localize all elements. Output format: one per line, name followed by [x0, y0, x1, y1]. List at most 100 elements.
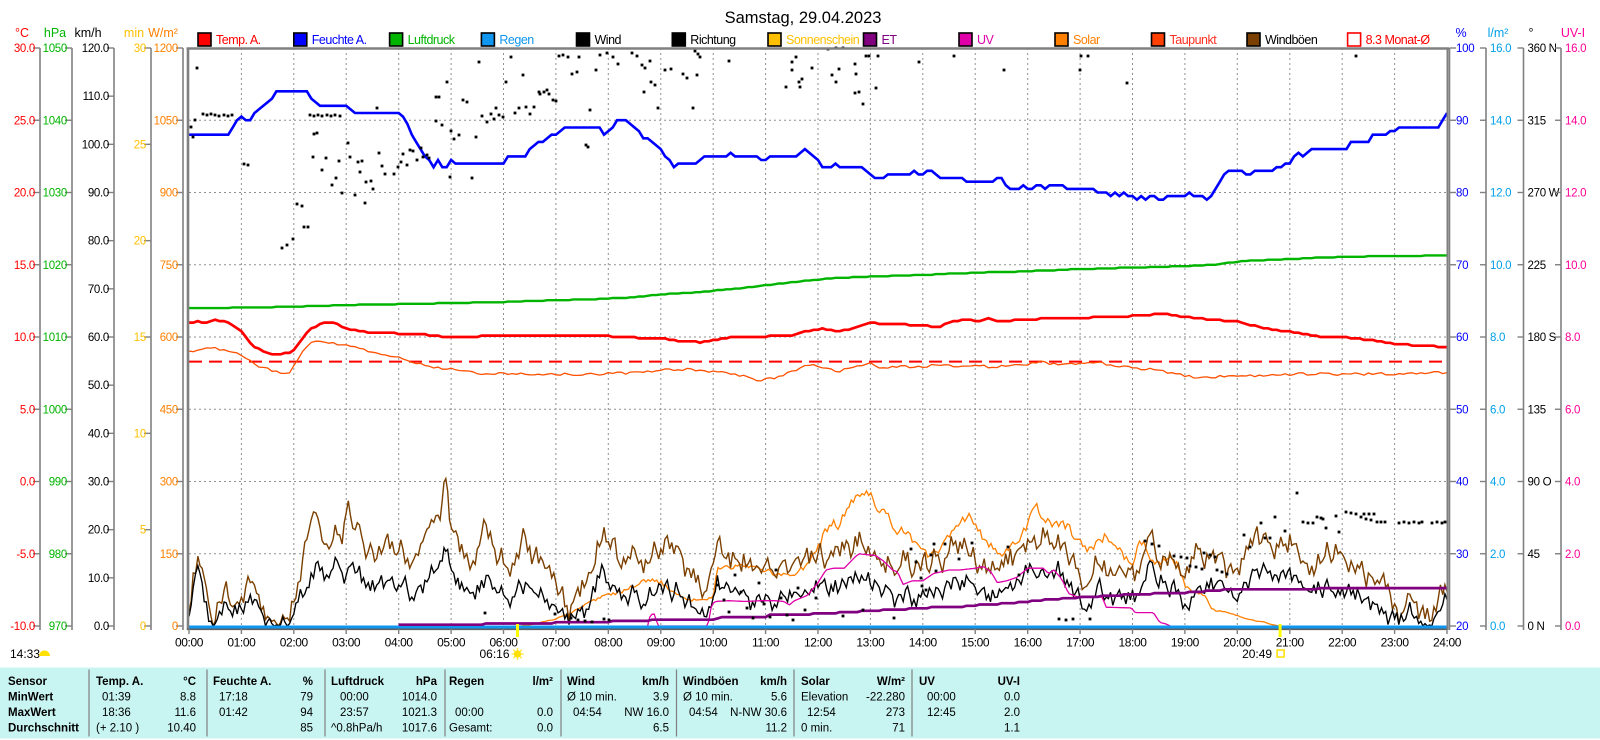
- svg-text:20.0: 20.0: [14, 188, 35, 200]
- svg-text:10.0: 10.0: [1490, 260, 1511, 272]
- svg-text:10.0: 10.0: [14, 332, 35, 344]
- svg-text:Wind: Wind: [567, 676, 595, 688]
- svg-text:15.0: 15.0: [14, 260, 35, 272]
- svg-text:360 N: 360 N: [1528, 43, 1557, 55]
- svg-text:00:00: 00:00: [340, 692, 369, 704]
- svg-text:02:00: 02:00: [280, 636, 309, 650]
- svg-text:180 S: 180 S: [1528, 332, 1557, 344]
- svg-text:°: °: [1529, 26, 1534, 40]
- svg-text:-22.280: -22.280: [866, 692, 905, 704]
- svg-text:20:00: 20:00: [1223, 636, 1252, 650]
- svg-text:01:39: 01:39: [102, 692, 131, 704]
- svg-text:0 min.: 0 min.: [801, 723, 832, 735]
- svg-text:1040: 1040: [43, 115, 67, 127]
- svg-text:6.0: 6.0: [1565, 404, 1580, 416]
- svg-text:20: 20: [134, 236, 146, 248]
- svg-text:Durchschnitt: Durchschnitt: [8, 723, 79, 735]
- svg-text:Ø 10 min.: Ø 10 min.: [683, 692, 733, 704]
- svg-text:^0.8hPa/h: ^0.8hPa/h: [331, 723, 382, 735]
- svg-text:13:00: 13:00: [856, 636, 885, 650]
- svg-text:23:57: 23:57: [340, 707, 369, 719]
- svg-text:30: 30: [134, 43, 146, 55]
- svg-text:Wind: Wind: [595, 33, 622, 47]
- svg-text:30.0: 30.0: [14, 43, 35, 55]
- svg-text:1.1: 1.1: [1004, 723, 1020, 735]
- svg-text:11.2: 11.2: [765, 723, 787, 735]
- svg-text:40.0: 40.0: [88, 428, 109, 440]
- svg-text:Elevation: Elevation: [801, 692, 848, 704]
- svg-text:00:00: 00:00: [455, 707, 484, 719]
- svg-text:12:00: 12:00: [804, 636, 833, 650]
- svg-text:30.0: 30.0: [88, 477, 109, 489]
- svg-text:0.0: 0.0: [94, 621, 109, 633]
- svg-text:1014.0: 1014.0: [402, 692, 437, 704]
- svg-text:150: 150: [160, 549, 178, 561]
- svg-text:70.0: 70.0: [88, 284, 109, 296]
- svg-text:%: %: [1455, 26, 1466, 40]
- svg-text:0 N: 0 N: [1528, 621, 1545, 633]
- svg-text:1000: 1000: [43, 404, 67, 416]
- svg-text:10:00: 10:00: [699, 636, 728, 650]
- svg-text:hPa: hPa: [44, 26, 66, 40]
- svg-text:UV: UV: [919, 676, 935, 688]
- svg-text:0: 0: [140, 621, 146, 633]
- svg-text:UV-I: UV-I: [1561, 26, 1585, 40]
- svg-text:03:00: 03:00: [332, 636, 361, 650]
- svg-text:94: 94: [300, 707, 313, 719]
- svg-text:Sonnenschein: Sonnenschein: [786, 33, 860, 47]
- svg-text:70: 70: [1456, 260, 1468, 272]
- svg-text:00:00: 00:00: [175, 636, 204, 650]
- svg-text:990: 990: [49, 477, 67, 489]
- svg-text:15:00: 15:00: [961, 636, 990, 650]
- svg-text:W/m²: W/m²: [148, 26, 178, 40]
- svg-text:20.0: 20.0: [88, 525, 109, 537]
- svg-text:Ø 10 min.: Ø 10 min.: [567, 692, 617, 704]
- svg-text:07:00: 07:00: [542, 636, 571, 650]
- svg-text:23:00: 23:00: [1381, 636, 1410, 650]
- svg-text:06:00: 06:00: [489, 636, 518, 650]
- svg-text:05:00: 05:00: [437, 636, 466, 650]
- svg-text:l/m²: l/m²: [533, 676, 554, 688]
- svg-text:MinWert: MinWert: [8, 692, 53, 704]
- svg-text:21:00: 21:00: [1276, 636, 1305, 650]
- svg-text:25.0: 25.0: [14, 115, 35, 127]
- svg-text:270 W: 270 W: [1528, 188, 1560, 200]
- svg-text:8.3 Monat-Ø: 8.3 Monat-Ø: [1366, 33, 1431, 47]
- svg-text:45: 45: [1528, 549, 1540, 561]
- svg-text:50.0: 50.0: [88, 380, 109, 392]
- svg-text:11:00: 11:00: [752, 636, 780, 650]
- svg-text:06:16: 06:16: [479, 647, 509, 661]
- svg-text:110.0: 110.0: [83, 91, 109, 103]
- svg-text:01:42: 01:42: [219, 707, 248, 719]
- svg-text:1050: 1050: [43, 43, 67, 55]
- svg-text:60.0: 60.0: [88, 332, 109, 344]
- svg-text:0.0: 0.0: [1490, 621, 1505, 633]
- svg-text:Feuchte A.: Feuchte A.: [213, 676, 271, 688]
- svg-text:ET: ET: [882, 33, 898, 47]
- svg-text:20: 20: [1456, 621, 1468, 633]
- svg-text:1010: 1010: [43, 332, 67, 344]
- svg-text:04:00: 04:00: [385, 636, 414, 650]
- svg-text:09:00: 09:00: [647, 636, 676, 650]
- svg-text:N-NW 30.6: N-NW 30.6: [730, 707, 787, 719]
- svg-text:1021.3: 1021.3: [402, 707, 437, 719]
- svg-text:40: 40: [1456, 477, 1468, 489]
- svg-text:Gesamt:: Gesamt:: [449, 723, 492, 735]
- svg-text:Solar: Solar: [801, 676, 830, 688]
- svg-text:100.0: 100.0: [82, 139, 109, 151]
- svg-text:10.0: 10.0: [1565, 260, 1586, 272]
- svg-text:100: 100: [1456, 43, 1474, 55]
- svg-text:12:45: 12:45: [927, 707, 956, 719]
- svg-text:0.0: 0.0: [20, 477, 35, 489]
- svg-text:0: 0: [172, 621, 178, 633]
- svg-text:18:00: 18:00: [1118, 636, 1147, 650]
- svg-text:79: 79: [300, 692, 313, 704]
- svg-text:225: 225: [1528, 260, 1546, 272]
- svg-text:600: 600: [160, 332, 178, 344]
- svg-text:(+ 2.10 ): (+ 2.10 ): [96, 723, 139, 735]
- svg-text:20:49: 20:49: [1242, 647, 1272, 661]
- svg-text:0.0: 0.0: [1565, 621, 1580, 633]
- svg-text:1020: 1020: [43, 260, 67, 272]
- svg-text:1017.6: 1017.6: [402, 723, 437, 735]
- svg-text:Luftdruck: Luftdruck: [331, 676, 385, 688]
